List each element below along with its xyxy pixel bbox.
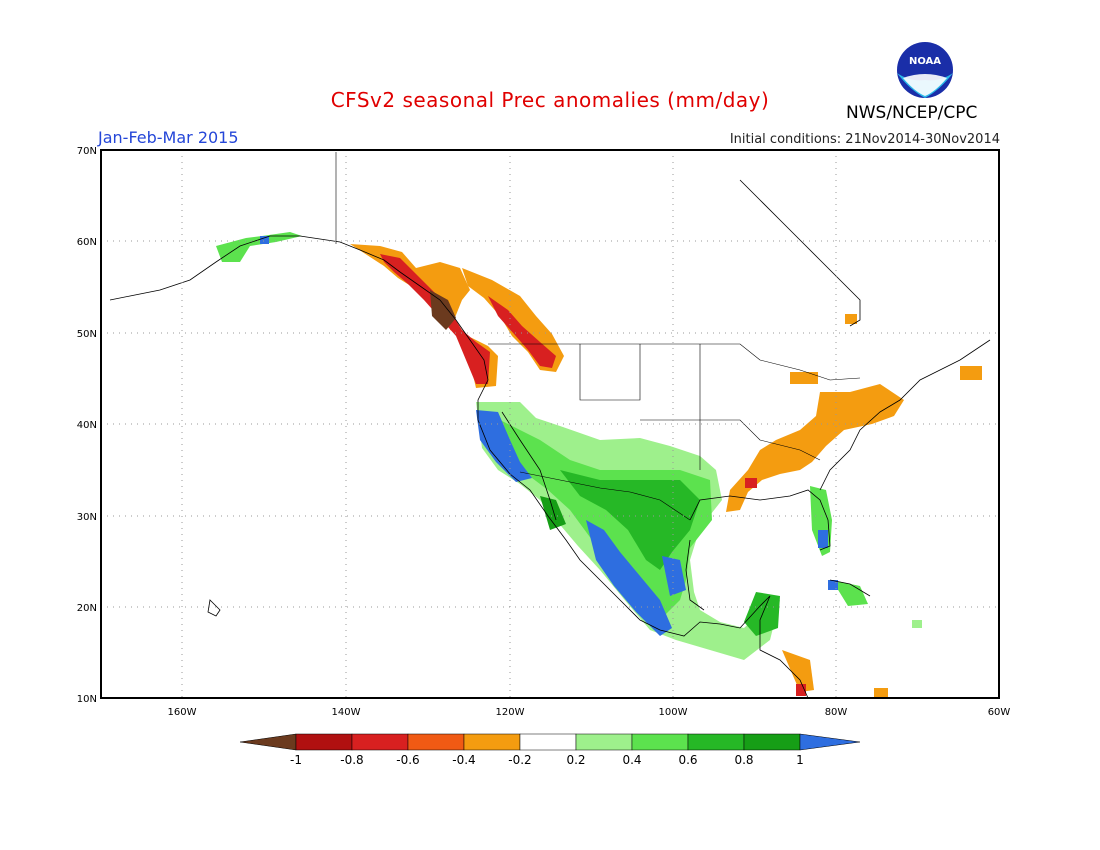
lon-label-160w: 160W (168, 707, 197, 718)
yucatan-wet (744, 592, 780, 636)
state-lines-b (640, 419, 821, 461)
pacific-coastline (109, 235, 809, 699)
lon-label-80w: 80W (825, 707, 848, 718)
forecast-period: Jan-Feb-Mar 2015 (98, 128, 239, 147)
hawaii-outline (207, 599, 221, 617)
lat-label-70n: 70N (77, 146, 97, 157)
state-lines-a (579, 344, 641, 401)
coastlines (109, 179, 991, 699)
colorbar-segment-10 (799, 733, 861, 751)
latitude-labels: 70N 60N 50N 40N 30N 20N 10N (77, 146, 97, 705)
tennessee-dry-cell (745, 478, 757, 488)
pacific-nw-dry-light (350, 244, 498, 388)
colorbar-label: -0.2 (508, 753, 531, 767)
caribbean-wet-cell (912, 620, 922, 628)
initial-conditions: Initial conditions: 21Nov2014-30Nov2014 (729, 132, 1000, 147)
cuba-outline (829, 579, 871, 597)
lat-label-40n: 40N (77, 420, 97, 431)
map-title: CFSv2 seasonal Prec anomalies (mm/day) (330, 88, 770, 112)
colorbar-label: -0.8 (340, 753, 363, 767)
lat-label-50n: 50N (77, 329, 97, 340)
political-boundaries (335, 152, 861, 521)
atlantic-coastline (819, 339, 991, 491)
maritimes-dry-cell (960, 366, 982, 380)
alaska-wet-region (216, 232, 302, 262)
lat-label-60n: 60N (77, 237, 97, 248)
lat-label-20n: 20N (77, 603, 97, 614)
hudson-bay-dry-cell (845, 314, 857, 324)
colorbar-segment-2 (351, 733, 409, 751)
map-frame (100, 149, 1000, 699)
colorbar-label: 0.6 (678, 753, 697, 767)
colorbar-label: 0.2 (566, 753, 585, 767)
colorbar-segment-0 (239, 733, 297, 751)
central-america-dry (782, 650, 814, 692)
lat-label-30n: 30N (77, 512, 97, 523)
colorbar-label: 0.8 (734, 753, 753, 767)
lon-label-120w: 120W (496, 707, 525, 718)
panama-dry-cell (796, 684, 806, 696)
colorbar-segment-8 (687, 733, 745, 751)
florida-very-wet (818, 530, 828, 548)
noaa-logo: NOAA (897, 42, 953, 98)
california-very-wet (476, 410, 532, 482)
noaa-logo-text: NOAA (909, 56, 941, 67)
great-lakes-dry-cell (790, 372, 818, 384)
colorbar-label: 1 (796, 753, 804, 767)
lon-label-140w: 140W (332, 707, 361, 718)
colorbar-segment-9 (743, 733, 801, 751)
color-bar (239, 733, 861, 751)
gulf-mexico-very-wet (662, 556, 686, 596)
cuba-very-wet-cell (828, 580, 838, 590)
southwest-wet-medium (500, 420, 712, 620)
lat-label-10n: 10N (77, 694, 97, 705)
colorbar-segment-1 (295, 733, 353, 751)
colorbar-label: -0.4 (452, 753, 475, 767)
west-mexico-very-wet (586, 520, 672, 636)
south-america-dry-cell (874, 688, 888, 698)
mexico-wet-strong (560, 470, 700, 570)
us-mexico-border (519, 471, 691, 521)
colorbar-label: -1 (290, 753, 302, 767)
anomaly-shading (216, 232, 982, 698)
us-canada-border (488, 343, 861, 381)
graticule (101, 150, 999, 698)
baja-wet (540, 496, 566, 530)
pacific-nw-dry-strong (380, 254, 490, 384)
colorbar-label: -0.6 (396, 753, 419, 767)
baja-coast (501, 411, 557, 521)
colorbar-segment-5 (519, 733, 577, 751)
colorbar-label: 0.4 (622, 753, 641, 767)
lon-label-100w: 100W (659, 707, 688, 718)
gulf-coastline (689, 489, 831, 551)
longitude-labels: 160W 140W 120W 100W 80W 60W (168, 707, 1011, 718)
color-bar-labels: -1 -0.8 -0.6 -0.4 -0.2 0.2 0.4 0.6 0.8 1 (290, 753, 804, 767)
colorbar-segment-7 (631, 733, 689, 751)
alaska-very-wet-cell (260, 236, 269, 244)
hudson-bay-outline (739, 179, 861, 327)
colorbar-segment-3 (407, 733, 465, 751)
lon-label-60w: 60W (988, 707, 1011, 718)
ohio-valley-dry (726, 384, 904, 512)
colorbar-segment-4 (463, 733, 521, 751)
inland-nw-dry-strong (488, 296, 556, 368)
colorbar-segment-6 (575, 733, 633, 751)
agency-label: NWS/NCEP/CPC (846, 103, 978, 123)
cuba-wet (832, 580, 868, 606)
west-gulf-coast (685, 539, 705, 611)
pacific-nw-dry-extreme (430, 290, 456, 330)
